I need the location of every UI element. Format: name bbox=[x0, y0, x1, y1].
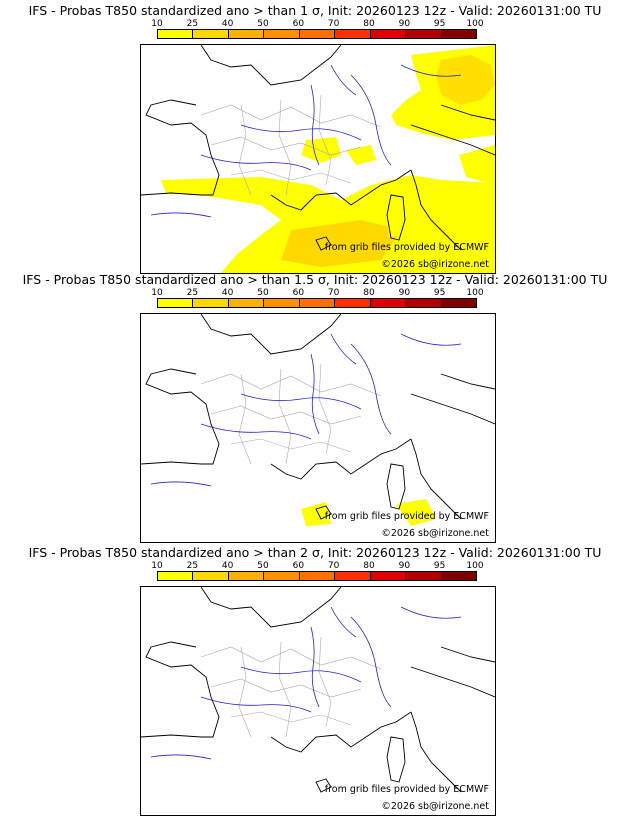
coastlines bbox=[141, 587, 495, 793]
probability-map: from grib files provided by ECMWF ©2026 … bbox=[140, 586, 496, 816]
legend-tick-label: 80 bbox=[363, 288, 375, 298]
panel-title: IFS - Probas T850 standardized ano > tha… bbox=[22, 272, 608, 287]
map-panel-1p5sigma: IFS - Probas T850 standardized ano > tha… bbox=[0, 272, 630, 543]
probability-shading bbox=[301, 499, 436, 526]
legend-color-swatch bbox=[299, 299, 336, 307]
legend-tick-label: 60 bbox=[292, 288, 305, 298]
legend-color-swatch bbox=[228, 30, 265, 38]
admin-borders bbox=[200, 94, 382, 196]
map-canvas bbox=[141, 587, 495, 793]
legend-tick-label: 60 bbox=[292, 561, 305, 571]
legend-tick-label: 70 bbox=[327, 288, 340, 298]
legend-color-swatch bbox=[299, 572, 336, 580]
legend-tick-label: 95 bbox=[433, 19, 446, 29]
panel-title: IFS - Probas T850 standardized ano > tha… bbox=[28, 3, 602, 18]
legend-tick-label: 50 bbox=[257, 561, 269, 571]
rivers bbox=[150, 606, 462, 760]
map-panel-2sigma: IFS - Probas T850 standardized ano > tha… bbox=[0, 545, 630, 816]
legend-tick-label: 60 bbox=[292, 19, 305, 29]
legend-color-swatch bbox=[370, 572, 407, 580]
legend-tick-label: 40 bbox=[221, 19, 234, 29]
legend-tick-label: 80 bbox=[363, 19, 375, 29]
legend-tick-label: 70 bbox=[327, 561, 340, 571]
legend-color-swatch bbox=[370, 30, 407, 38]
legend-tick-label: 100 bbox=[466, 19, 484, 29]
coastlines bbox=[141, 314, 495, 520]
legend-color-swatch bbox=[228, 299, 265, 307]
legend-color-swatch bbox=[193, 572, 229, 580]
legend-color-swatch bbox=[158, 572, 194, 580]
legend-tick-label: 50 bbox=[257, 288, 269, 298]
legend-color-swatch bbox=[441, 30, 476, 38]
legend-tick-label: 90 bbox=[398, 561, 411, 571]
rivers bbox=[150, 64, 462, 218]
legend-color-bar bbox=[157, 298, 477, 308]
legend-tick-label: 80 bbox=[363, 561, 375, 571]
legend-color-swatch bbox=[264, 30, 300, 38]
legend-labels: 10 25 40 50 60 70 80 90 95 100 bbox=[150, 561, 490, 571]
legend-color-swatch bbox=[335, 572, 371, 580]
legend-color-bar bbox=[157, 29, 477, 39]
credit-site: ©2026 sb@irizone.net bbox=[381, 801, 489, 812]
probability-map: from grib files provided by ECMWF ©2026 … bbox=[140, 44, 496, 274]
legend-tick-label: 25 bbox=[186, 561, 199, 571]
legend-color-swatch bbox=[158, 299, 194, 307]
legend-tick-label: 40 bbox=[221, 561, 234, 571]
legend-labels: 10 25 40 50 60 70 80 90 95 100 bbox=[150, 19, 490, 29]
legend-tick-label: 50 bbox=[257, 19, 269, 29]
map-panel-1sigma: IFS - Probas T850 standardized ano > tha… bbox=[0, 3, 630, 274]
credit-grib: from grib files provided by ECMWF bbox=[324, 242, 489, 253]
legend-color-swatch bbox=[335, 299, 371, 307]
legend-tick-label: 40 bbox=[221, 288, 234, 298]
legend-tick-label: 95 bbox=[433, 288, 446, 298]
legend-color-swatch bbox=[441, 572, 476, 580]
legend-color-bar bbox=[157, 571, 477, 581]
legend-labels: 10 25 40 50 60 70 80 90 95 100 bbox=[150, 288, 490, 298]
legend-color-swatch bbox=[158, 30, 194, 38]
legend-color-swatch bbox=[193, 299, 229, 307]
legend-tick-label: 100 bbox=[466, 288, 484, 298]
credit-grib: from grib files provided by ECMWF bbox=[324, 784, 489, 795]
map-canvas bbox=[141, 45, 495, 273]
admin-borders bbox=[200, 363, 382, 465]
credit-grib: from grib files provided by ECMWF bbox=[324, 511, 489, 522]
legend-tick-label: 25 bbox=[186, 288, 199, 298]
coastlines bbox=[141, 45, 495, 251]
legend-tick-label: 10 bbox=[151, 19, 163, 29]
legend-color-swatch bbox=[264, 572, 300, 580]
legend-color-swatch bbox=[264, 299, 300, 307]
panel-title: IFS - Probas T850 standardized ano > tha… bbox=[28, 545, 602, 560]
legend-color-swatch bbox=[406, 30, 442, 38]
rivers bbox=[150, 333, 462, 487]
legend-color-swatch bbox=[299, 30, 336, 38]
credit-site: ©2026 sb@irizone.net bbox=[381, 259, 489, 270]
legend-color-swatch bbox=[335, 30, 371, 38]
legend-color-swatch bbox=[193, 30, 229, 38]
legend-color-swatch bbox=[406, 299, 442, 307]
legend-tick-label: 95 bbox=[433, 561, 446, 571]
map-canvas bbox=[141, 314, 495, 526]
credit-site: ©2026 sb@irizone.net bbox=[381, 528, 489, 539]
legend-tick-label: 25 bbox=[186, 19, 199, 29]
legend-tick-label: 70 bbox=[327, 19, 340, 29]
probability-map: from grib files provided by ECMWF ©2026 … bbox=[140, 313, 496, 543]
legend-color-swatch bbox=[370, 299, 407, 307]
legend-tick-label: 10 bbox=[151, 561, 163, 571]
legend-color-swatch bbox=[406, 572, 442, 580]
legend-color-swatch bbox=[228, 572, 265, 580]
legend-tick-label: 100 bbox=[466, 561, 484, 571]
admin-borders bbox=[200, 636, 382, 738]
legend-tick-label: 90 bbox=[398, 19, 411, 29]
probability-shading bbox=[161, 45, 495, 273]
legend-tick-label: 10 bbox=[151, 288, 163, 298]
legend-tick-label: 90 bbox=[398, 288, 411, 298]
legend-color-swatch bbox=[441, 299, 476, 307]
